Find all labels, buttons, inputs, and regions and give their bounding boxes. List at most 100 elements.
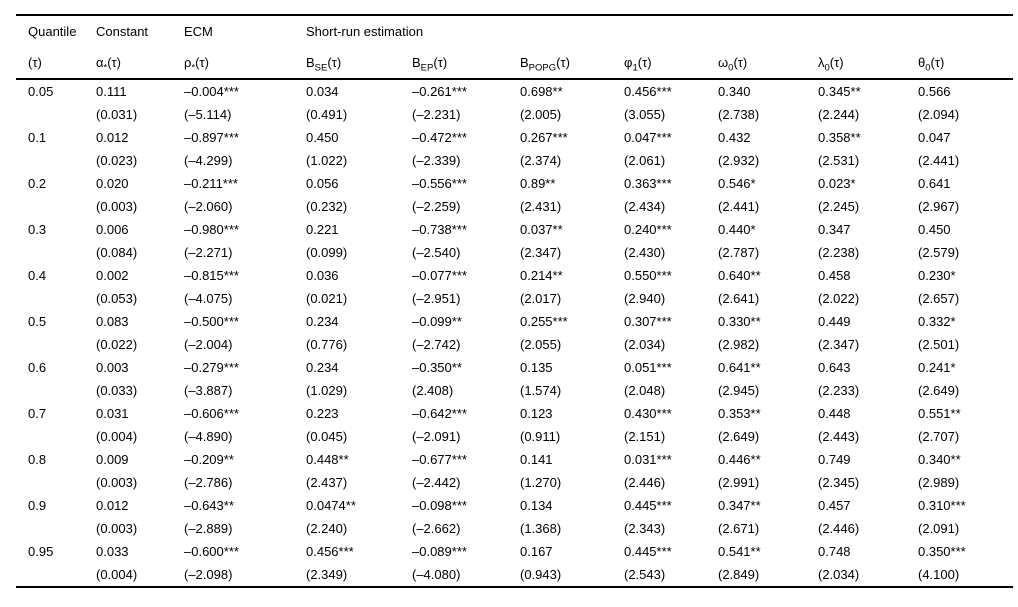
coefficient-cell: 0.350***	[918, 544, 966, 559]
coefficient-cell: –0.261***	[412, 84, 467, 99]
coefficient-cell: 0.047	[918, 130, 951, 145]
coefficient-cell: 0.241*	[918, 360, 956, 375]
header-suffix: (τ)	[637, 55, 652, 70]
coefficient-cell: 0.047***	[624, 130, 672, 145]
tstat-cell: (–3.887)	[184, 383, 233, 398]
tstat-cell: (2.446)	[818, 521, 860, 536]
tstat-cell: (0.084)	[96, 245, 138, 260]
column-header-6: φ1(τ)	[624, 47, 718, 79]
coefficient-cell: 0.234	[306, 360, 339, 375]
tstat-cell: (3.055)	[624, 107, 666, 122]
tstat-row: (0.053) (–4.075) (0.021) (–2.951) (2.017) (2.…	[16, 287, 1013, 310]
coefficient-cell: –0.089***	[412, 544, 467, 559]
tstat-cell: (2.408)	[412, 383, 454, 398]
coefficient-cell: –0.099**	[412, 314, 462, 329]
coefficient-cell: –0.004***	[184, 84, 239, 99]
tstat-cell: (2.967)	[918, 199, 960, 214]
tstat-cell: (2.982)	[718, 337, 760, 352]
empty-cell	[16, 563, 96, 587]
tstat-cell: (2.501)	[918, 337, 960, 352]
header-subscript: *	[103, 62, 108, 74]
coefficient-row: 0.1 0.012 –0.897*** 0.450 –0.472*** 0.267*** 0…	[16, 126, 1013, 149]
coefficient-cell: 0.89**	[520, 176, 556, 191]
coefficient-cell: 0.223	[306, 406, 339, 421]
tstat-cell: (1.029)	[306, 383, 348, 398]
coefficient-cell: 0.566	[918, 84, 951, 99]
coefficient-cell: 0.458	[818, 268, 851, 283]
coefficient-cell: 0.002	[96, 268, 129, 283]
column-header-8: λ0(τ)	[818, 47, 918, 79]
coefficient-cell: 0.347	[818, 222, 851, 237]
tstat-cell: (2.048)	[624, 383, 666, 398]
table-header: Quantile Constant ECM Short-run estimation (…	[16, 15, 1014, 79]
table-body: 0.05 0.111 –0.004*** 0.034 –0.261*** 0.698** 0…	[16, 79, 1013, 587]
quantile-cell: 0.9	[28, 498, 47, 513]
tstat-cell: (2.849)	[718, 567, 760, 582]
tstat-cell: (0.045)	[306, 429, 348, 444]
tstat-row: (0.004) (–2.098) (2.349) (–4.080) (0.943) (2.…	[16, 563, 1013, 587]
column-header-4: BEP(τ)	[412, 47, 520, 79]
empty-cell	[16, 471, 96, 494]
tstat-cell: (0.022)	[96, 337, 138, 352]
coefficient-cell: 0.641	[918, 176, 951, 191]
coefficient-cell: 0.430***	[624, 406, 672, 421]
tstat-cell: (2.446)	[624, 475, 666, 490]
quantile-cell: 0.7	[28, 406, 47, 421]
tstat-cell: (2.443)	[818, 429, 860, 444]
coefficient-cell: 0.167	[520, 544, 553, 559]
tstat-cell: (2.707)	[918, 429, 960, 444]
tstat-cell: (2.945)	[718, 383, 760, 398]
tstat-cell: (–4.299)	[184, 153, 233, 168]
header-symbol: θ	[918, 55, 926, 70]
coefficient-cell: 0.456***	[624, 84, 672, 99]
column-header-5: BPOPG(τ)	[520, 47, 624, 79]
tstat-cell: (2.061)	[624, 153, 666, 168]
coefficient-cell: 0.034	[306, 84, 339, 99]
tstat-cell: (0.491)	[306, 107, 348, 122]
header-subscript: 0	[824, 62, 830, 74]
coefficient-cell: 0.330**	[718, 314, 761, 329]
tstat-cell: (2.431)	[520, 199, 562, 214]
tstat-cell: (2.991)	[718, 475, 760, 490]
quantile-cell: 0.5	[28, 314, 47, 329]
coefficient-cell: 0.023*	[818, 176, 856, 191]
tstat-cell: (0.003)	[96, 521, 138, 536]
tstat-cell: (–2.662)	[412, 521, 461, 536]
tstat-cell: (4.100)	[918, 567, 960, 582]
tstat-cell: (0.023)	[96, 153, 138, 168]
coefficient-cell: –0.815***	[184, 268, 239, 283]
empty-cell	[16, 241, 96, 264]
coefficient-row: 0.4 0.002 –0.815*** 0.036 –0.077*** 0.214** 0.…	[16, 264, 1013, 287]
header-subscript: EP	[420, 62, 434, 74]
coefficient-cell: 0.457	[818, 498, 851, 513]
coefficient-cell: 0.240***	[624, 222, 672, 237]
tstat-cell: (2.579)	[918, 245, 960, 260]
coefficient-cell: 0.749	[818, 452, 851, 467]
coefficient-cell: –0.643**	[184, 498, 234, 513]
header-subscript: *	[191, 62, 196, 74]
empty-cell	[16, 425, 96, 448]
tstat-cell: (2.055)	[520, 337, 562, 352]
coefficient-cell: 0.340**	[918, 452, 961, 467]
tstat-cell: (0.004)	[96, 567, 138, 582]
tstat-cell: (2.347)	[818, 337, 860, 352]
coefficient-cell: 0.012	[96, 130, 129, 145]
coefficient-cell: –0.738***	[412, 222, 467, 237]
coefficient-cell: 0.345**	[818, 84, 861, 99]
tstat-cell: (–2.004)	[184, 337, 233, 352]
tstat-cell: (2.437)	[306, 475, 348, 490]
column-header-9: θ0(τ)	[918, 47, 1013, 79]
coefficient-cell: 0.056	[306, 176, 339, 191]
tstat-cell: (–4.890)	[184, 429, 233, 444]
tstat-cell: (–2.098)	[184, 567, 233, 582]
tstat-cell: (2.151)	[624, 429, 666, 444]
coefficient-cell: 0.640**	[718, 268, 761, 283]
coefficient-cell: 0.353**	[718, 406, 761, 421]
coefficient-cell: 0.310***	[918, 498, 966, 513]
coefficient-row: 0.9 0.012 –0.643** 0.0474** –0.098*** 0.134 0.…	[16, 494, 1013, 517]
coefficient-cell: 0.037**	[520, 222, 563, 237]
tstat-cell: (0.776)	[306, 337, 348, 352]
coefficient-cell: 0.363***	[624, 176, 672, 191]
tstat-cell: (–2.442)	[412, 475, 461, 490]
quantile-cell: 0.2	[28, 176, 47, 191]
